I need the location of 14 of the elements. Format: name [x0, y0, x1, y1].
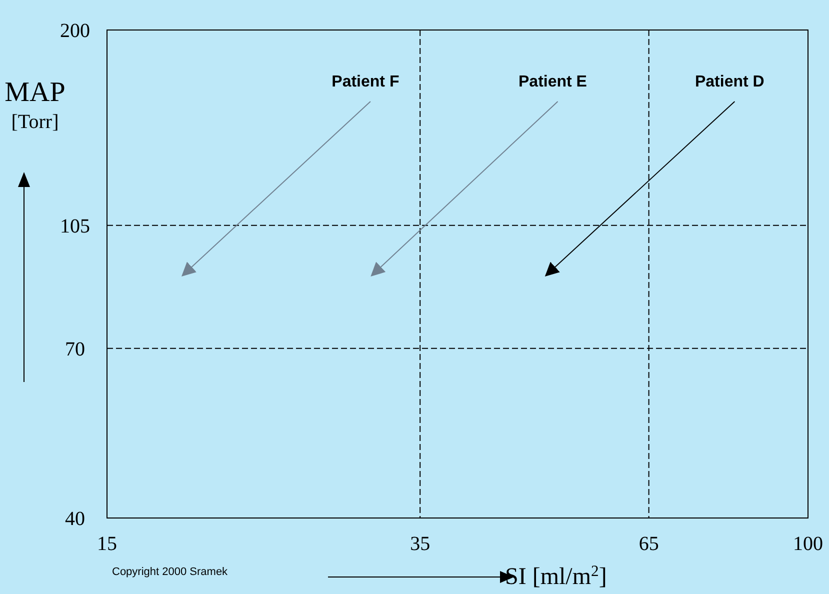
- x-tick-label: 65: [638, 533, 659, 555]
- y-tick-label: 40: [65, 508, 85, 530]
- text: Copyright 2000 Sramek: [112, 566, 228, 578]
- x-axis-title: SI [ml/m$^{2}$]: [505, 562, 607, 590]
- y-tick-label: 70: [65, 338, 85, 360]
- series-label: Patient D: [695, 73, 764, 90]
- y-tick-label: 105: [60, 215, 90, 238]
- x-tick-label: 100: [793, 533, 823, 555]
- y-axis-title: MAP [Torr]: [4, 77, 66, 133]
- y-tick-label: 200: [60, 20, 90, 42]
- series-label: Patient F: [332, 73, 400, 90]
- x-tick-label: 15: [97, 533, 117, 555]
- x-tick-label: 35: [410, 533, 430, 555]
- series-label: Patient E: [518, 73, 588, 90]
